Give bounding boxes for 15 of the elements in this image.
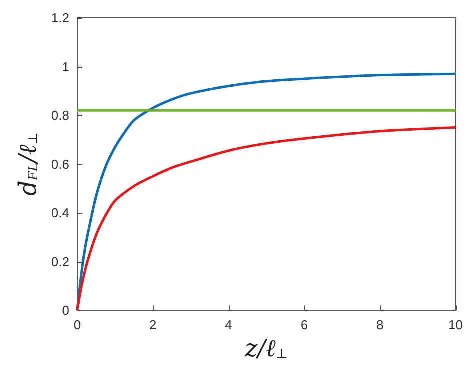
- x-tick-label: 6: [300, 318, 308, 333]
- y-tick-label: 0.6: [51, 156, 70, 172]
- x-tick-label: 8: [376, 318, 384, 333]
- x-tick-label: 0: [74, 318, 82, 333]
- y-axis-title: dFL/ℓ⊥: [14, 132, 42, 196]
- x-tick-label: 10: [448, 318, 464, 333]
- y-tick-label: 1.2: [51, 10, 70, 26]
- y-tick-label: 0.2: [51, 254, 70, 270]
- y-tick-label: 0.8: [51, 108, 70, 124]
- y-tick-label: 0: [62, 303, 70, 318]
- y-tick-label: 0.4: [51, 206, 70, 221]
- x-tick-label: 2: [150, 318, 157, 333]
- x-tick-label: 4: [225, 318, 232, 333]
- x-axis-title: z/ℓ⊥: [244, 334, 288, 362]
- y-tick-label: 1: [62, 59, 70, 74]
